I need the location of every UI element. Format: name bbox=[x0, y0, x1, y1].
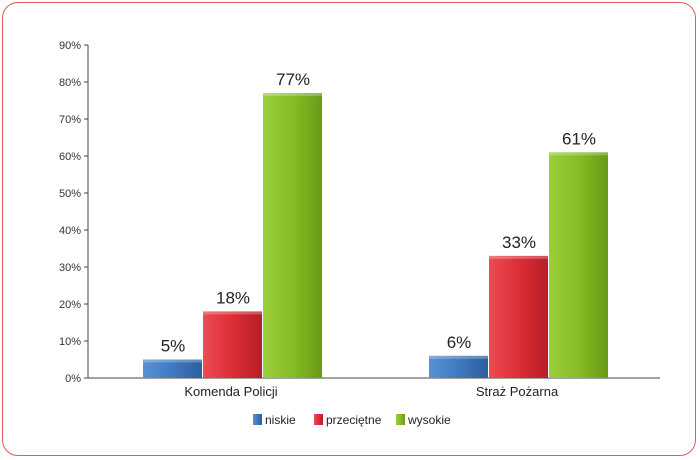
y-tick-label: 80% bbox=[59, 77, 81, 89]
category-label: Komenda Policji bbox=[184, 384, 277, 399]
bar-top-highlight bbox=[143, 359, 202, 363]
legend-swatch-niskie bbox=[253, 414, 262, 425]
bar-przeciętne-2 bbox=[489, 255, 548, 378]
bar-top-highlight bbox=[203, 311, 262, 315]
data-label: 33% bbox=[502, 233, 536, 252]
data-label: 61% bbox=[562, 129, 596, 148]
y-tick-label: 0% bbox=[65, 373, 81, 385]
bar-top-highlight bbox=[489, 255, 548, 259]
bar-top-highlight bbox=[429, 355, 488, 359]
data-label: 5% bbox=[161, 337, 186, 356]
legend-label: wysokie bbox=[407, 413, 451, 427]
y-tick-label: 20% bbox=[59, 299, 81, 311]
legend-swatch-wysokie bbox=[396, 414, 405, 425]
y-tick-label: 50% bbox=[59, 188, 81, 200]
y-tick-label: 70% bbox=[59, 114, 81, 126]
legend-label: przeciętne bbox=[326, 413, 382, 427]
data-label: 77% bbox=[276, 70, 310, 89]
y-tick-label: 40% bbox=[59, 225, 81, 237]
bar-niskie-1 bbox=[143, 359, 202, 378]
bar-przeciętne-1 bbox=[203, 311, 262, 378]
bar-top-highlight bbox=[263, 93, 322, 97]
data-label: 18% bbox=[216, 288, 250, 307]
bar-wysokie-2 bbox=[549, 152, 608, 378]
y-tick-label: 60% bbox=[59, 151, 81, 163]
category-label: Straż Pożarna bbox=[476, 384, 559, 399]
y-tick-label: 90% bbox=[59, 40, 81, 52]
legend-label: niskie bbox=[265, 413, 296, 427]
legend-swatch-przeciętne bbox=[314, 414, 323, 425]
bar-wysokie-1 bbox=[263, 93, 322, 378]
bar-top-highlight bbox=[549, 152, 608, 156]
y-tick-label: 10% bbox=[59, 336, 81, 348]
bar-niskie-2 bbox=[429, 355, 488, 378]
y-tick-label: 30% bbox=[59, 262, 81, 274]
data-label: 6% bbox=[447, 333, 472, 352]
